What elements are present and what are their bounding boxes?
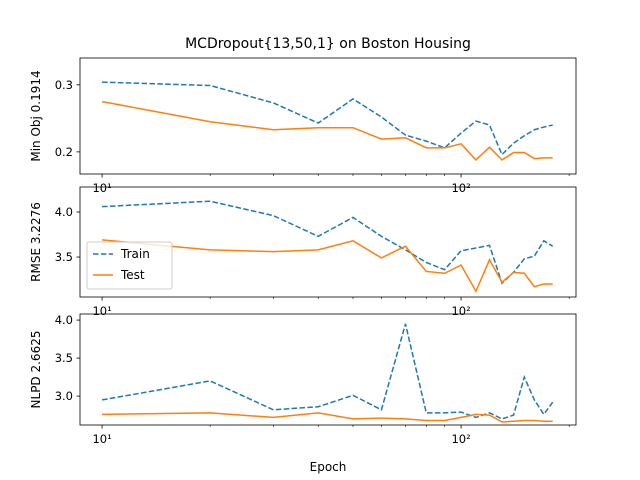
- y-tick-label: 0.3: [55, 78, 73, 92]
- x-tick-label: 10¹: [92, 181, 111, 195]
- y-tick-label: 4.0: [55, 205, 73, 219]
- y-axis-label: NLPD 2.6625: [29, 331, 43, 409]
- x-tick-label: 10¹: [92, 432, 111, 446]
- y-tick-label: 3.5: [55, 351, 73, 365]
- y-tick-label: 4.0: [55, 313, 73, 327]
- plot-area: [101, 323, 554, 423]
- x-tick-label: 10¹: [92, 304, 111, 318]
- series-line: [101, 100, 553, 161]
- series-line: [102, 239, 553, 293]
- y-tick-label: 0.2: [55, 145, 73, 159]
- y-tick-label: 3.0: [55, 389, 73, 403]
- series-line: [102, 200, 554, 285]
- y-axis-label: Min Obj 0.1914: [29, 70, 43, 161]
- x-tick-label: 10²: [451, 304, 470, 318]
- series-line: [101, 323, 554, 420]
- plot-area: [102, 200, 554, 293]
- legend-box: [86, 241, 173, 290]
- plot-area: [101, 81, 553, 161]
- x-tick-label: 10²: [451, 432, 470, 446]
- axes-frame: [79, 57, 577, 175]
- series-line: [102, 81, 553, 156]
- legend-label: Train: [120, 247, 150, 261]
- chart-title: MCDropout{13,50,1} on Boston Housing: [185, 36, 471, 52]
- x-axis-label: Epoch: [310, 460, 347, 474]
- x-tick-label: 10²: [451, 181, 470, 195]
- axes-frame: [79, 313, 577, 426]
- y-tick-label: 3.5: [55, 250, 73, 264]
- series-line: [102, 412, 553, 423]
- y-axis-label: RMSE 3.2276: [29, 202, 43, 282]
- legend-label: Test: [120, 268, 145, 282]
- axes-frame: [79, 186, 577, 298]
